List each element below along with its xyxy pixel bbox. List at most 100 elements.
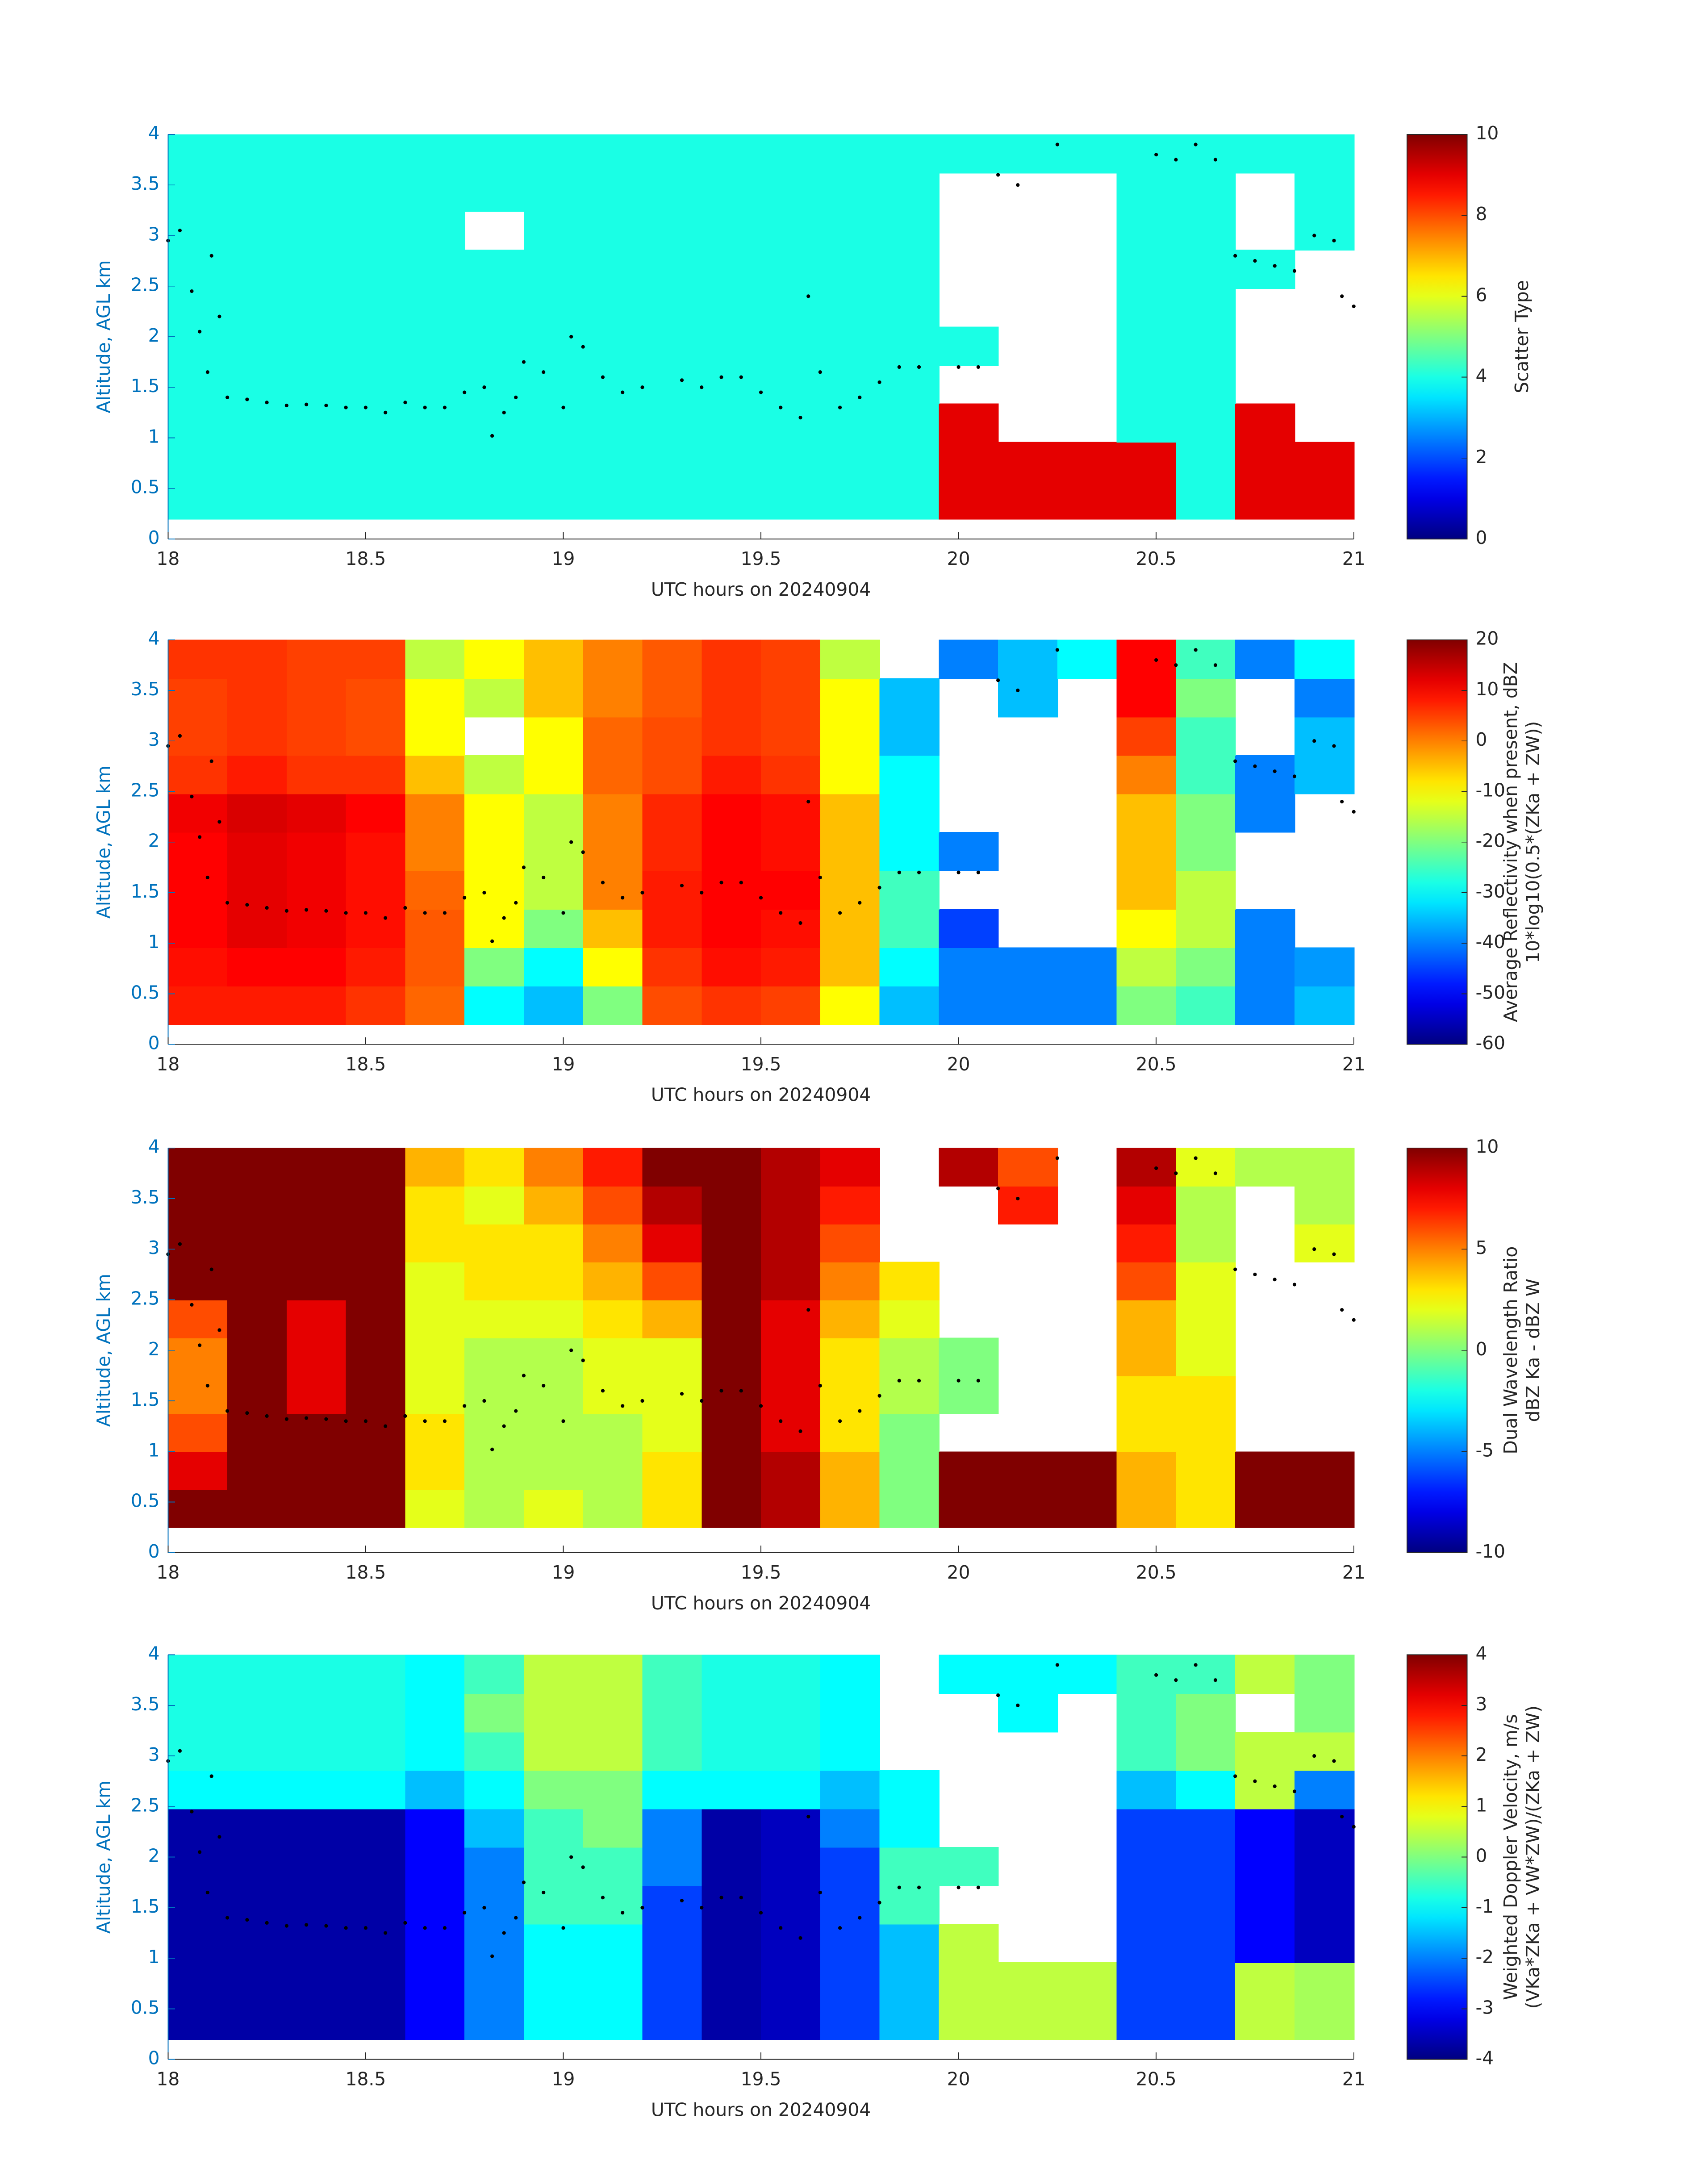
colorbar-tick-label: -2: [1475, 1946, 1494, 1968]
heatmap-cell: [405, 250, 465, 289]
y-tick-label: 1.5: [131, 881, 160, 902]
heatmap-cell: [761, 1489, 821, 1528]
heatmap-cell: [227, 1148, 288, 1187]
overlay-dot: [680, 1898, 684, 1903]
overlay-dot: [1273, 1784, 1277, 1788]
overlay-dot: [514, 1916, 518, 1920]
heatmap-cell: [405, 1693, 465, 1733]
heatmap-cell: [1176, 1300, 1236, 1339]
heatmap-cell: [346, 173, 406, 212]
heatmap-cell: [820, 1262, 881, 1301]
heatmap-cell: [346, 909, 406, 948]
colorbar: [1406, 134, 1468, 539]
overlay-dot: [198, 1343, 202, 1347]
heatmap-cell: [879, 947, 940, 986]
colorbar: [1406, 639, 1468, 1045]
heatmap-cell: [939, 1148, 999, 1187]
overlay-dot: [956, 1379, 960, 1383]
heatmap-cell: [523, 870, 584, 910]
overlay-dot: [344, 405, 348, 409]
heatmap-cell: [702, 755, 762, 794]
heatmap-cell: [820, 1770, 881, 1809]
x-tick-label: 21: [1342, 1562, 1366, 1583]
heatmap-cell: [346, 1962, 406, 2002]
heatmap-cell: [583, 1262, 643, 1301]
heatmap-cell: [286, 678, 347, 718]
heatmap-cell: [286, 1148, 347, 1187]
heatmap-cell: [523, 365, 584, 405]
heatmap-cell: [1235, 1655, 1295, 1694]
overlay-dot: [205, 1383, 209, 1388]
y-tick-label: 2: [148, 1338, 160, 1360]
heatmap-cell: [939, 480, 999, 520]
heatmap-cell: [939, 639, 999, 679]
heatmap-cell: [523, 1924, 584, 1963]
heatmap-cell: [227, 947, 288, 986]
heatmap-cell: [464, 1731, 525, 1771]
overlay-dot: [324, 403, 328, 408]
heatmap-cell: [642, 1262, 702, 1301]
overlay-dot: [621, 390, 625, 394]
y-tick-label: 0: [148, 527, 160, 548]
overlay-dot: [719, 1389, 723, 1393]
heatmap-cell: [1116, 403, 1177, 443]
heatmap-cell: [227, 1489, 288, 1528]
heatmap-cell: [168, 1770, 228, 1809]
heatmap-cell: [286, 1924, 347, 1963]
heatmap-cell: [346, 1337, 406, 1376]
heatmap-cell: [642, 716, 702, 756]
overlay-dot: [226, 1409, 230, 1413]
heatmap-cell: [1116, 442, 1177, 481]
heatmap-cell: [583, 716, 643, 756]
overlay-dot: [209, 1774, 213, 1778]
heatmap-cell: [523, 1489, 584, 1528]
heatmap-cell: [405, 716, 465, 756]
heatmap-cell: [820, 1451, 881, 1490]
heatmap-cell: [583, 832, 643, 871]
heatmap-cell: [523, 832, 584, 871]
colorbar-tick-label: -4: [1475, 2047, 1494, 2069]
x-tick-label: 20: [947, 1562, 970, 1583]
heatmap-cell: [1057, 1489, 1118, 1528]
x-tick-label: 18.5: [346, 1053, 386, 1075]
heatmap-cell: [346, 480, 406, 520]
heatmap-cell: [523, 326, 584, 366]
y-axis-label: Altitude, AGL km: [93, 260, 114, 414]
heatmap-cell: [761, 1300, 821, 1339]
overlay-dot: [700, 1905, 704, 1910]
heatmap-cell: [761, 1693, 821, 1733]
heatmap-cell: [820, 173, 881, 212]
heatmap-cell: [346, 1770, 406, 1809]
heatmap-cell: [1116, 1375, 1177, 1414]
overlay-dot: [403, 906, 407, 910]
heatmap-cell: [820, 1924, 881, 1963]
x-tick-label: 18.5: [346, 548, 386, 569]
overlay-dot: [384, 916, 388, 920]
heatmap-cell: [702, 211, 762, 251]
heatmap-cell: [523, 909, 584, 948]
overlay-dot: [190, 289, 194, 293]
heatmap-cell: [879, 442, 940, 481]
heatmap-cell: [1176, 1655, 1236, 1694]
y-tick-label: 2.5: [131, 1794, 160, 1816]
heatmap-cell: [761, 947, 821, 986]
heatmap-cell: [642, 832, 702, 871]
heatmap-cell: [227, 832, 288, 871]
heatmap-cell: [642, 1885, 702, 1925]
overlay-dot: [858, 395, 862, 399]
heatmap-cell: [642, 1655, 702, 1694]
colorbar-tick-label: -3: [1475, 1997, 1494, 2018]
overlay-dot: [680, 1392, 684, 1396]
heatmap-cell: [227, 1655, 288, 1694]
heatmap-cell: [168, 288, 228, 327]
overlay-dot: [403, 401, 407, 405]
overlay-dot: [806, 294, 810, 298]
heatmap-cell: [1235, 1847, 1295, 1886]
heatmap-cell: [523, 442, 584, 481]
y-axis-label: Altitude, AGL km: [93, 1780, 114, 1934]
colorbar-tick-label: -20: [1475, 830, 1505, 852]
heatmap-cell: [168, 480, 228, 520]
heatmap-cell: [761, 1186, 821, 1225]
heatmap-cell: [820, 1808, 881, 1848]
